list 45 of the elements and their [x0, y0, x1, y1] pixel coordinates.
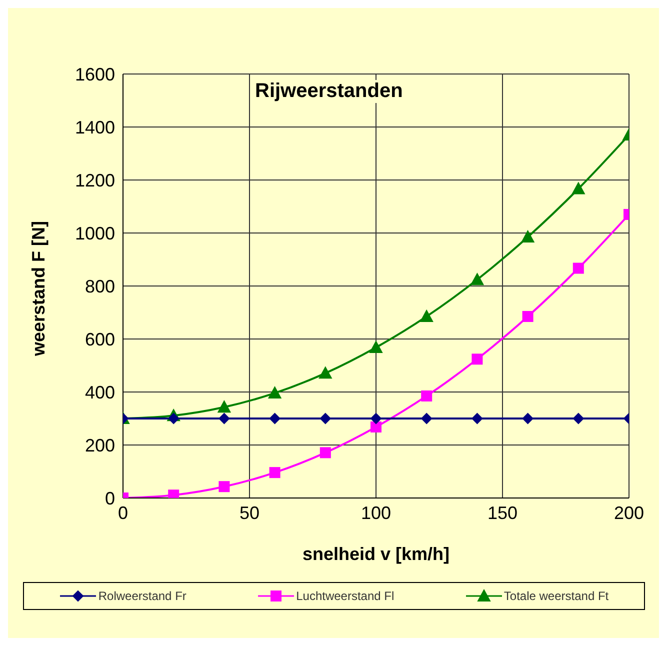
chart-title: Rijweerstanden: [253, 80, 405, 103]
point: [472, 354, 483, 365]
legend-label: Totale weerstand Ft: [504, 589, 609, 603]
point: [318, 366, 332, 379]
legend-label: Luchtweerstand Fl: [296, 589, 394, 603]
point: [269, 413, 280, 424]
point: [470, 273, 484, 286]
point: [168, 413, 180, 424]
x-tick-label: 0: [118, 502, 128, 523]
point: [218, 413, 230, 424]
point: [218, 400, 231, 413]
x-tick-label: 100: [360, 502, 392, 523]
point: [572, 262, 584, 274]
point: [472, 413, 483, 424]
point: [370, 421, 382, 432]
y-tick-label: 1600: [74, 64, 115, 84]
y-tick-label: 1000: [74, 223, 115, 244]
point: [522, 413, 534, 424]
point: [421, 390, 432, 402]
point: [420, 310, 434, 322]
x-axis-title: snelheid v [km/h]: [302, 544, 450, 564]
point: [421, 413, 432, 424]
point: [218, 481, 230, 492]
point: [521, 230, 534, 242]
x-tick-label: 200: [614, 502, 644, 523]
point: [370, 340, 382, 353]
legend-label: Rolweerstand Fr: [98, 589, 186, 603]
y-tick-label: 200: [84, 435, 115, 456]
point: [320, 447, 331, 458]
point: [522, 310, 534, 322]
point: [572, 413, 584, 424]
y-tick-label: 400: [84, 382, 115, 402]
x-tick-label: 150: [487, 502, 518, 523]
point: [269, 467, 280, 478]
y-tick-label: 600: [84, 329, 115, 350]
y-axis-title: weerstand F [N]: [28, 220, 48, 357]
y-tick-label: 0: [104, 488, 115, 508]
y-tick-label: 1200: [74, 170, 115, 190]
x-tick-label: 50: [239, 502, 260, 523]
point: [572, 182, 585, 194]
point: [268, 386, 282, 399]
point: [320, 413, 331, 424]
point: [370, 413, 382, 424]
y-tick-label: 1400: [74, 117, 115, 138]
y-tick-label: 800: [84, 276, 115, 296]
